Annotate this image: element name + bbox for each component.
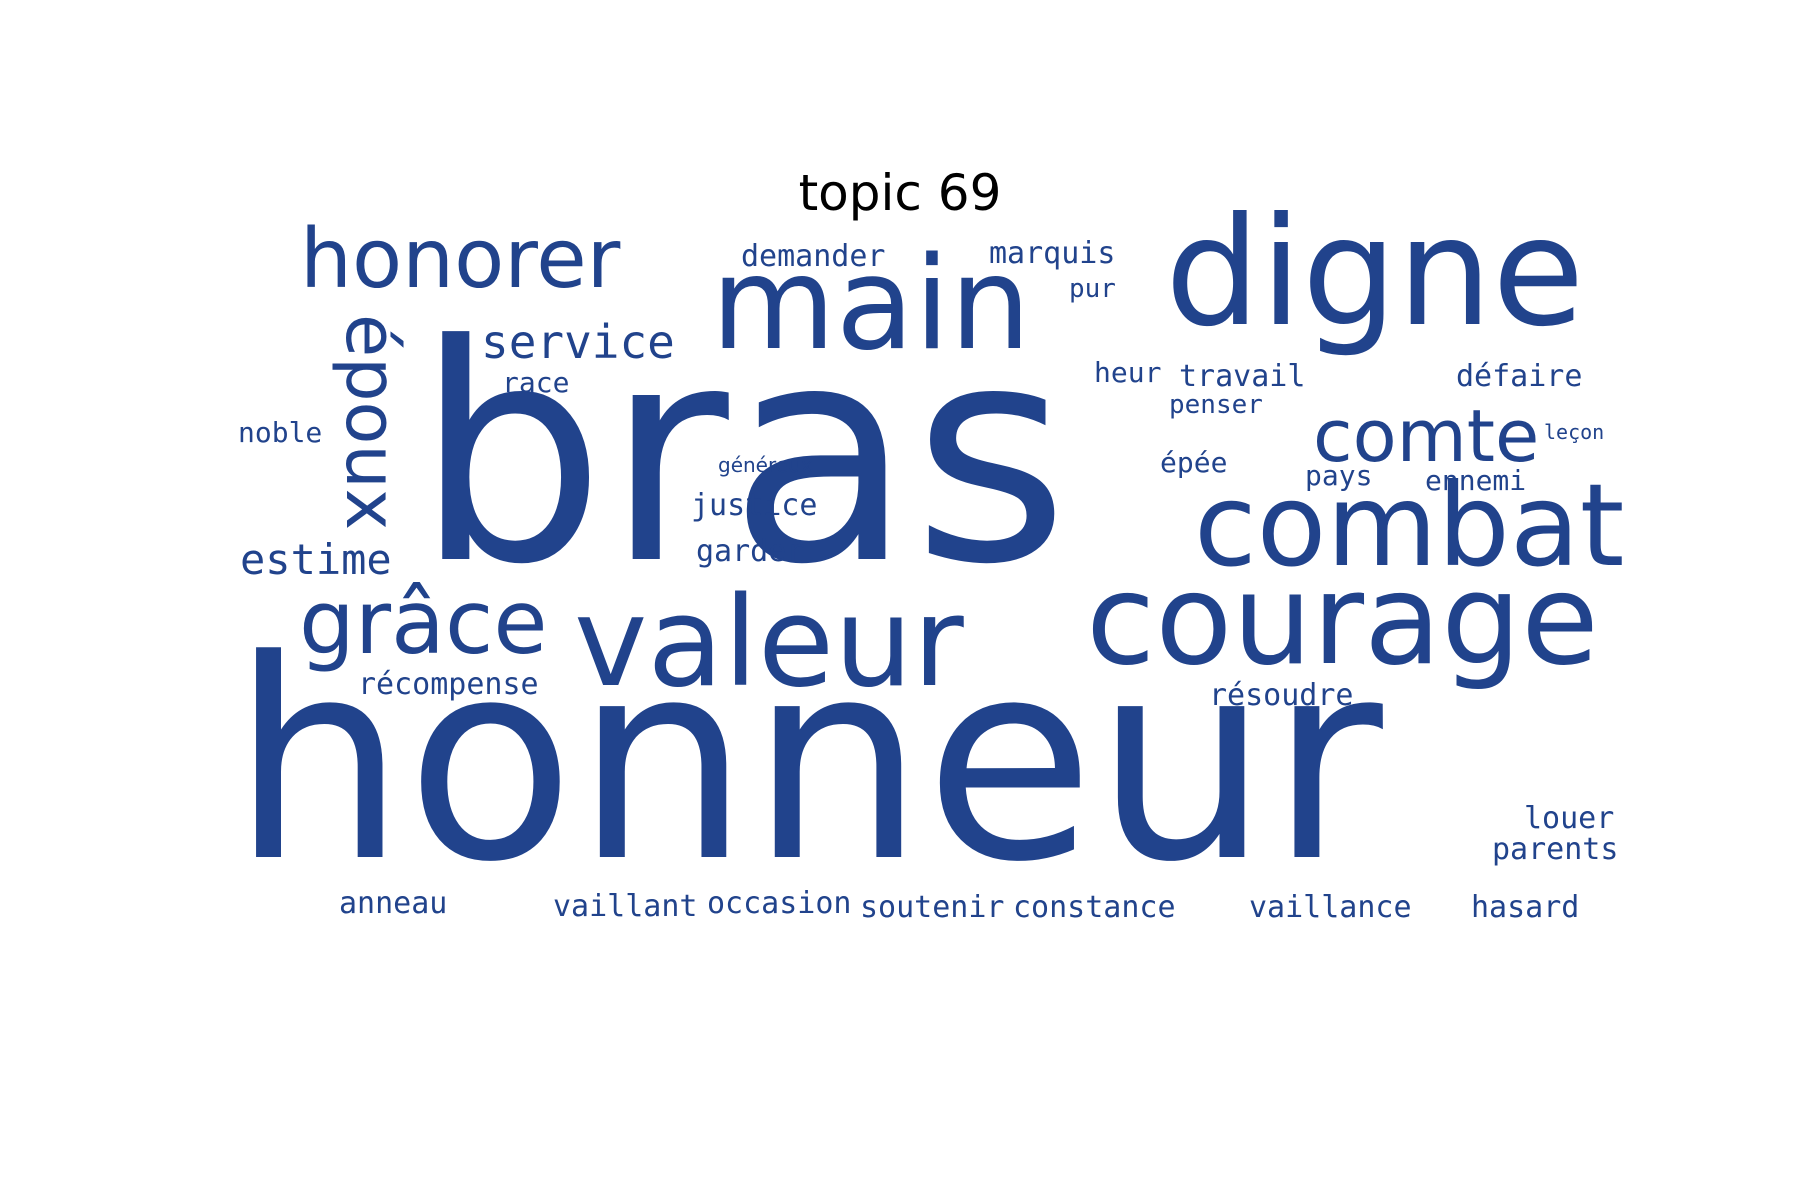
word-pays: pays	[1305, 459, 1373, 492]
word-parents: parents	[1492, 832, 1619, 867]
word-louer: louer	[1524, 801, 1615, 836]
figure-title: topic 69	[798, 164, 1002, 222]
word-resoudre: résoudre	[1209, 678, 1354, 713]
word-comte: comte	[1313, 394, 1540, 478]
word-constance: constance	[1013, 890, 1176, 925]
word-penser: penser	[1169, 390, 1263, 420]
word-race: race	[502, 366, 570, 399]
word-noble: noble	[238, 416, 323, 449]
word-garder: garder	[696, 534, 805, 569]
word-soutenir: soutenir	[860, 890, 1005, 925]
word-heur: heur	[1094, 356, 1162, 389]
word-occasion: occasion	[707, 886, 852, 921]
word-main: main	[711, 230, 1031, 379]
word-honneur: honneur	[231, 602, 1383, 923]
word-bras: bras	[415, 281, 1069, 630]
word-pur: pur	[1069, 274, 1116, 304]
word-digne: digne	[1165, 186, 1585, 360]
word-epoux: époux	[330, 314, 412, 531]
word-cloud: honneur bras main digne honorer époux va…	[231, 198, 1624, 942]
word-justice: justice	[691, 488, 818, 523]
word-service: service	[481, 315, 675, 369]
word-vaillant: vaillant	[553, 889, 698, 924]
word-lecon: leçon	[1544, 420, 1605, 444]
word-marquis: marquis	[989, 236, 1116, 271]
word-hasard: hasard	[1471, 890, 1580, 925]
word-anneau: anneau	[339, 886, 448, 921]
word-courage: courage	[1086, 546, 1599, 693]
word-defaire: défaire	[1456, 359, 1583, 394]
word-ennemi: ennemi	[1425, 464, 1527, 497]
word-travail: travail	[1179, 359, 1306, 394]
word-grace: grâce	[299, 571, 548, 674]
word-vaillance: vaillance	[1249, 890, 1412, 925]
word-recompense: récompense	[358, 667, 539, 702]
word-honorer: honorer	[300, 212, 621, 307]
word-combat: combat	[1194, 459, 1625, 592]
word-valeur: valeur	[574, 571, 964, 715]
word-epee: épée	[1160, 446, 1228, 479]
word-estime: estime	[240, 535, 392, 584]
word-genereux: généreux	[718, 453, 813, 477]
word-demander: demander	[741, 239, 886, 274]
